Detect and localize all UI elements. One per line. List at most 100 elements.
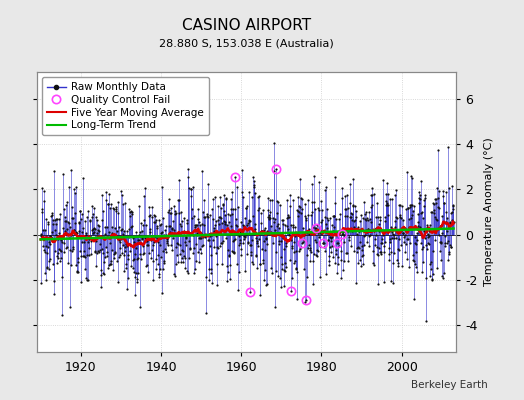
Point <box>77 253 85 259</box>
Point <box>117 226 126 233</box>
Point <box>382 198 390 204</box>
Point <box>226 276 234 282</box>
Point <box>99 250 107 256</box>
Point <box>411 249 420 256</box>
Point <box>63 226 71 232</box>
Point <box>203 211 211 217</box>
Point <box>366 216 374 223</box>
Point <box>238 167 246 173</box>
Point <box>420 196 428 203</box>
Point <box>250 182 258 188</box>
Point <box>336 257 345 263</box>
Point <box>335 210 344 217</box>
Point <box>440 240 449 246</box>
Point <box>136 251 144 258</box>
Point <box>144 242 152 248</box>
Point <box>256 292 264 298</box>
Point <box>47 234 56 240</box>
Point <box>201 234 210 241</box>
Point <box>45 266 53 272</box>
Point <box>376 217 385 223</box>
Point <box>183 270 192 276</box>
Point <box>404 205 412 212</box>
Point <box>361 210 369 217</box>
Point <box>154 251 162 258</box>
Point <box>233 223 242 230</box>
Point <box>178 247 187 253</box>
Point <box>268 197 276 203</box>
Point <box>104 200 112 207</box>
Point <box>212 232 220 239</box>
Point <box>154 238 162 245</box>
Point <box>155 271 163 277</box>
Point <box>376 249 384 255</box>
Point <box>148 277 157 284</box>
Point <box>107 230 116 236</box>
Point <box>251 226 259 232</box>
Point <box>424 234 432 240</box>
Point <box>178 254 187 261</box>
Point <box>171 273 179 279</box>
Point <box>405 224 413 230</box>
Point <box>52 220 60 227</box>
Point <box>221 212 230 218</box>
Point <box>350 218 358 224</box>
Point <box>212 282 221 288</box>
Point <box>124 252 133 258</box>
Point <box>214 202 222 209</box>
Point <box>329 254 337 260</box>
Point <box>92 214 100 220</box>
Point <box>135 229 144 236</box>
Point <box>424 240 433 246</box>
Point <box>419 244 428 250</box>
Point <box>291 258 299 264</box>
Point <box>67 262 75 268</box>
Point <box>360 233 368 239</box>
Point <box>79 174 87 181</box>
Point <box>347 210 355 216</box>
Point <box>170 227 178 233</box>
Point <box>432 199 440 206</box>
Point <box>203 213 211 220</box>
Point <box>279 220 287 227</box>
Point <box>83 277 91 283</box>
Point <box>355 257 364 263</box>
Point <box>374 280 383 287</box>
Point <box>443 228 451 234</box>
Point <box>437 239 445 246</box>
Point <box>194 259 203 266</box>
Point <box>439 187 447 194</box>
Point <box>44 244 52 250</box>
Point <box>201 214 209 220</box>
Point <box>446 210 455 216</box>
Point <box>108 247 116 253</box>
Point <box>271 249 280 255</box>
Point <box>82 230 90 236</box>
Point <box>169 218 177 224</box>
Point <box>310 199 318 205</box>
Point <box>147 254 156 261</box>
Point <box>399 217 407 224</box>
Point <box>256 209 265 216</box>
Point <box>365 233 373 239</box>
Point <box>321 184 330 190</box>
Point <box>112 206 120 212</box>
Point <box>416 192 424 198</box>
Point <box>238 240 247 246</box>
Point <box>50 168 59 174</box>
Point <box>433 185 442 192</box>
Point <box>322 225 331 232</box>
Point <box>383 179 391 186</box>
Point <box>319 243 328 250</box>
Point <box>417 210 425 216</box>
Point <box>343 192 352 198</box>
Point <box>245 218 254 225</box>
Point <box>235 233 243 239</box>
Point <box>298 196 307 202</box>
Point <box>296 204 304 210</box>
Point <box>238 188 246 195</box>
Point <box>240 233 248 240</box>
Point <box>179 259 187 266</box>
Point <box>422 318 430 324</box>
Point <box>40 188 48 194</box>
